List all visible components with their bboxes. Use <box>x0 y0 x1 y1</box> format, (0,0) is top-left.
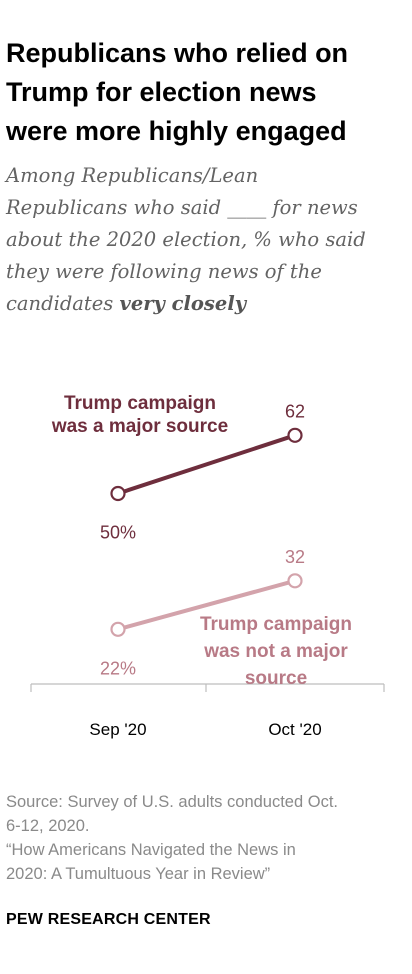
data-label: 62 <box>285 401 305 421</box>
source-line: “How Americans Navigated the News in <box>6 841 296 859</box>
source-line: Source: Survey of U.S. adults conducted … <box>6 793 338 811</box>
series-name-label: source <box>245 668 307 689</box>
subtitle-line: Among Republicans/Lean <box>6 164 259 187</box>
subtitle-line: Republicans who said ____ for news <box>6 196 358 219</box>
source-line: 2020: A Tumultuous Year in Review” <box>6 865 271 883</box>
data-label: 50% <box>100 523 136 543</box>
series-line <box>116 433 297 496</box>
source-note: Source: Survey of U.S. adults conducted … <box>6 790 406 886</box>
source-line: 6-12, 2020. <box>6 817 90 835</box>
data-point <box>110 485 126 502</box>
chart-subtitle: Among Republicans/Lean Republicans who s… <box>6 160 406 320</box>
data-point <box>110 621 126 637</box>
series-name-label: was not a major <box>203 641 348 662</box>
title-line: Trump for election news <box>6 77 317 107</box>
data-point <box>287 573 303 589</box>
chart-area: Sep '20 Oct '20 50% 62 Trump campaign was a m… <box>0 370 412 770</box>
title-line: Republicans who relied on <box>6 38 349 68</box>
title-line: were more highly engaged <box>6 116 347 146</box>
subtitle-line: candidates very closely <box>6 288 406 320</box>
data-point <box>287 427 303 443</box>
x-tick-label: Oct '20 <box>268 720 321 739</box>
subtitle-prefix: candidates <box>6 292 120 315</box>
series-line <box>116 578 297 632</box>
x-tick-label: Sep '20 <box>89 720 146 739</box>
chart-title: Republicans who relied on Trump for elec… <box>6 34 406 151</box>
brand-logo-text: PEW RESEARCH CENTER <box>6 911 211 928</box>
subtitle-line: about the 2020 election, % who said <box>6 228 366 251</box>
data-label: 32 <box>285 547 305 567</box>
series-name-label: Trump campaign <box>64 393 216 414</box>
data-label: 22% <box>100 658 136 678</box>
subtitle-emphasis: very closely <box>119 292 247 315</box>
subtitle-line: they were following news of the <box>6 260 322 283</box>
series-name-label: Trump campaign <box>200 614 352 635</box>
series-name-label: was a major source <box>51 416 228 437</box>
